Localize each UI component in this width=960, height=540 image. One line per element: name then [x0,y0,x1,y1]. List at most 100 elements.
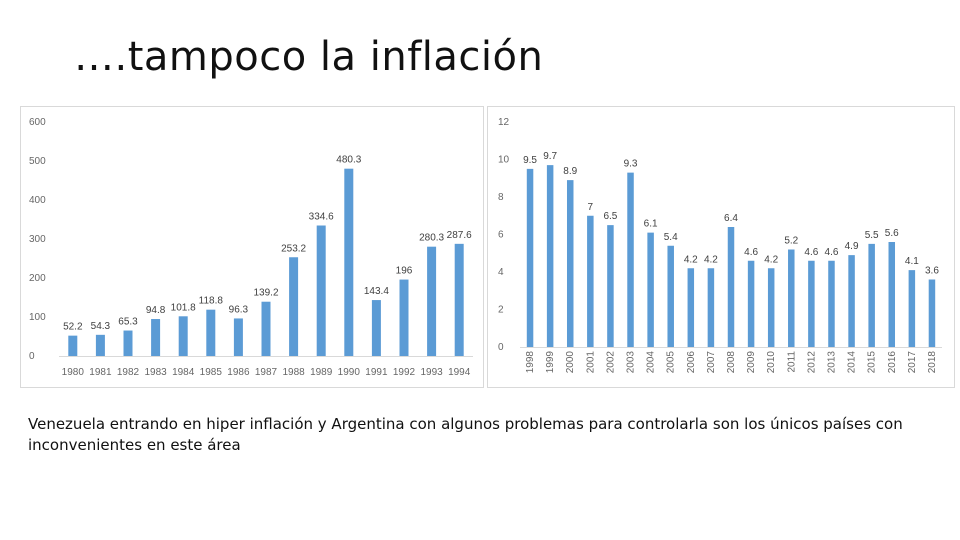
x-tick-label: 1987 [255,367,278,378]
data-label: 101.8 [171,302,196,313]
x-tick-label: 2012 [806,351,817,374]
x-tick-label: 1992 [393,367,416,378]
bar [868,243,875,347]
data-label: 5.6 [885,228,899,239]
x-tick-label: 1994 [448,367,471,378]
x-tick-label: 1988 [282,367,305,378]
x-tick-label: 1998 [525,351,536,374]
data-label: 8.9 [563,166,577,177]
data-label: 6.1 [644,219,658,230]
data-label: 280.3 [419,233,444,244]
x-tick-label: 2005 [666,351,677,374]
bar [151,319,161,356]
data-label: 96.3 [229,304,249,315]
data-label: 9.5 [523,155,537,166]
data-label: 5.5 [865,230,879,241]
bar [687,268,695,347]
x-tick-label: 2003 [626,351,637,374]
x-tick-label: 1982 [117,367,140,378]
x-tick-label: 1993 [420,367,443,378]
data-label: 7 [588,202,594,213]
x-tick-label: 2009 [746,351,757,374]
data-label: 4.2 [684,254,698,265]
bar [526,168,534,347]
bar [788,249,795,347]
y-tick-label: 6 [498,230,504,241]
y-tick-label: 2 [498,305,504,316]
y-tick-label: 200 [29,273,46,284]
data-label: 94.8 [146,305,166,316]
x-tick-label: 1989 [310,367,333,378]
bar [344,168,354,356]
x-tick-label: 2014 [847,351,858,374]
bar [178,316,188,356]
bar [123,330,133,356]
bar [888,242,896,347]
x-tick-label: 2002 [605,351,616,374]
y-tick-label: 4 [498,267,504,278]
y-tick-label: 300 [29,234,46,245]
bar [667,245,674,347]
y-tick-label: 10 [498,155,510,166]
y-tick-label: 100 [29,312,46,323]
data-label: 5.2 [784,236,798,247]
data-label: 4.2 [704,254,718,265]
bar [316,225,326,356]
x-tick-label: 1981 [89,367,112,378]
slide-caption: Venezuela entrando en hiper inflación y … [28,415,903,454]
bar [427,246,437,356]
data-label: 4.6 [804,247,818,258]
bar [747,260,755,347]
bar [399,279,409,356]
bar [928,279,936,347]
bar [289,257,299,356]
y-tick-label: 12 [498,117,510,128]
data-label: 253.2 [281,243,306,254]
data-label: 4.1 [905,256,919,267]
x-tick-label: 2004 [646,351,657,374]
bar [233,318,243,356]
data-label: 4.9 [845,241,859,252]
x-tick-label: 2011 [786,351,797,373]
chart-panel-left: 0 100 200 300 400 500 600 52.2 1980 54.3 1981 65.3 1… [20,106,484,388]
bar [908,270,916,347]
data-label: 4.2 [764,254,778,265]
bar [454,243,464,356]
bar [808,260,815,347]
data-label: 9.7 [543,151,557,162]
x-tick-label: 1999 [545,351,556,374]
data-label: 196 [396,266,413,277]
bar-chart-right: 0 2 4 6 8 10 12 9.5 1998 9.7 1999 8.9 2000 7 2001 6.5 20… [498,117,942,374]
x-tick-label: 2007 [706,351,717,374]
x-tick-label: 2016 [887,351,898,374]
y-tick-label: 0 [498,342,504,353]
data-label: 4.6 [825,247,839,258]
data-label: 6.4 [724,213,738,224]
bar [647,232,654,347]
slide-title: ….tampoco la inflación [74,34,544,80]
data-label: 65.3 [118,317,138,328]
data-label: 287.6 [447,230,472,241]
data-label: 4.6 [744,247,758,258]
x-tick-label: 1985 [200,367,223,378]
bar [68,335,78,356]
data-label: 52.2 [63,322,83,333]
x-tick-label: 2013 [826,351,837,374]
x-tick-label: 2017 [907,351,918,374]
x-tick-label: 2018 [927,351,938,374]
x-tick-label: 2000 [565,351,576,374]
bar [848,255,855,347]
bar-chart-left: 0 100 200 300 400 500 600 52.2 1980 54.3 1981 65.3 1… [29,117,473,378]
x-tick-label: 2006 [686,351,697,374]
y-tick-label: 400 [29,195,46,206]
bar [587,215,594,347]
data-label: 54.3 [91,321,111,332]
bar [828,260,835,347]
data-label: 5.4 [664,232,678,243]
data-label: 3.6 [925,266,939,277]
chart-panel-right: 0 2 4 6 8 10 12 9.5 1998 9.7 1999 8.9 2000 7 2001 6.5 20… [487,106,955,388]
bar [727,227,735,347]
data-label: 118.8 [199,296,224,307]
bar [95,334,105,356]
y-tick-label: 0 [29,351,35,362]
